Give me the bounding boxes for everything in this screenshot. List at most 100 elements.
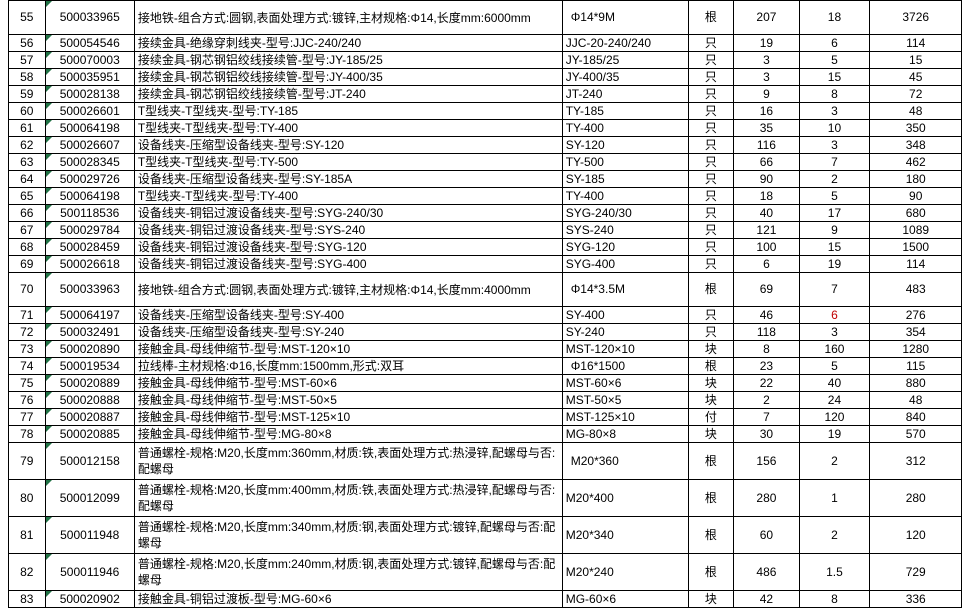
table-row[interactable]: 66 500118536 设备线夹-铜铝过渡设备线夹-型号:SYG-240/30 SY…: [8, 204, 962, 222]
cell-spec[interactable]: Φ14*9M: [561, 0, 689, 35]
cell-price[interactable]: 1.5: [798, 553, 871, 591]
cell-spec[interactable]: SY-400: [561, 306, 689, 324]
table-row[interactable]: 58 500035951 接续金具-钢芯钢铝绞线接续管-型号:JY-400/35 JY…: [8, 68, 962, 86]
cell-price[interactable]: 5: [798, 357, 871, 375]
cell-total[interactable]: 570: [869, 425, 962, 443]
cell-total[interactable]: 280: [869, 479, 962, 517]
cell-unit[interactable]: 块: [687, 590, 735, 608]
cell-quantity[interactable]: 40: [733, 204, 800, 222]
cell-quantity[interactable]: 46: [733, 306, 800, 324]
cell-index[interactable]: 69: [8, 255, 46, 273]
cell-description[interactable]: 拉线棒-主材规格:Φ16,长度mm:1500mm,形式:双耳: [133, 357, 563, 375]
cell-description[interactable]: 接地铁-组合方式:圆钢,表面处理方式:镀锌,主材规格:Φ14,长度mm:6000…: [133, 0, 563, 35]
cell-spec[interactable]: SYG-240/30: [561, 204, 689, 222]
cell-description[interactable]: 设备线夹-压缩型设备线夹-型号:SY-185A: [133, 170, 563, 188]
table-row[interactable]: 75 500020889 接触金具-母线伸缩节-型号:MST-60×6 MST-60×…: [8, 374, 962, 392]
cell-unit[interactable]: 只: [687, 51, 735, 69]
table-row[interactable]: 57 500070003 接续金具-钢芯钢铝绞线接续管-型号:JY-185/25 JY…: [8, 51, 962, 69]
cell-index[interactable]: 77: [8, 408, 46, 426]
cell-index[interactable]: 73: [8, 340, 46, 358]
cell-unit[interactable]: 只: [687, 34, 735, 52]
table-row[interactable]: 68 500028459 设备线夹-铜铝过渡设备线夹-型号:SYG-120 SYG-1…: [8, 238, 962, 256]
cell-code[interactable]: 500029726: [44, 170, 135, 188]
cell-total[interactable]: 114: [869, 34, 962, 52]
cell-index[interactable]: 70: [8, 272, 46, 307]
cell-description[interactable]: 设备线夹-压缩型设备线夹-型号:SY-240: [133, 323, 563, 341]
cell-index[interactable]: 74: [8, 357, 46, 375]
table-row[interactable]: 77 500020887 接触金具-母线伸缩节-型号:MST-125×10 MST-1…: [8, 408, 962, 426]
cell-index[interactable]: 78: [8, 425, 46, 443]
cell-quantity[interactable]: 42: [733, 590, 800, 608]
cell-price[interactable]: 18: [798, 0, 871, 35]
cell-unit[interactable]: 只: [687, 136, 735, 154]
cell-unit[interactable]: 只: [687, 102, 735, 120]
cell-spec[interactable]: MST-50×5: [561, 391, 689, 409]
cell-index[interactable]: 75: [8, 374, 46, 392]
cell-unit[interactable]: 根: [687, 0, 735, 35]
cell-price[interactable]: 2: [798, 170, 871, 188]
cell-total[interactable]: 72: [869, 85, 962, 103]
table-row[interactable]: 65 500064198 T型线夹-T型线夹-型号:TY-400 TY-400 只 18 5…: [8, 187, 962, 205]
cell-quantity[interactable]: 66: [733, 153, 800, 171]
cell-description[interactable]: 接续金具-绝缘穿刺线夹-型号:JJC-240/240: [133, 34, 563, 52]
cell-spec[interactable]: SY-240: [561, 323, 689, 341]
cell-index[interactable]: 58: [8, 68, 46, 86]
cell-code[interactable]: 500026607: [44, 136, 135, 154]
table-row[interactable]: 67 500029784 设备线夹-铜铝过渡设备线夹-型号:SYS-240 SYS-2…: [8, 221, 962, 239]
table-row[interactable]: 59 500028138 接续金具-钢芯钢铝绞线接续管-型号:JT-240 JT-24…: [8, 85, 962, 103]
cell-description[interactable]: 接触金具-母线伸缩节-型号:MST-50×5: [133, 391, 563, 409]
cell-quantity[interactable]: 121: [733, 221, 800, 239]
cell-description[interactable]: 接触金具-母线伸缩节-型号:MST-125×10: [133, 408, 563, 426]
cell-code[interactable]: 500070003: [44, 51, 135, 69]
cell-quantity[interactable]: 16: [733, 102, 800, 120]
cell-index[interactable]: 56: [8, 34, 46, 52]
cell-code[interactable]: 500026618: [44, 255, 135, 273]
cell-code[interactable]: 500028138: [44, 85, 135, 103]
cell-quantity[interactable]: 3: [733, 51, 800, 69]
cell-code[interactable]: 500012099: [44, 479, 135, 517]
cell-description[interactable]: 接触金具-母线伸缩节-型号:MST-60×6: [133, 374, 563, 392]
cell-description[interactable]: 设备线夹-压缩型设备线夹-型号:SY-120: [133, 136, 563, 154]
cell-price[interactable]: 3: [798, 323, 871, 341]
cell-index[interactable]: 55: [8, 0, 46, 35]
cell-total[interactable]: 729: [869, 553, 962, 591]
cell-total[interactable]: 48: [869, 102, 962, 120]
cell-code[interactable]: 500028459: [44, 238, 135, 256]
cell-price[interactable]: 3: [798, 136, 871, 154]
cell-description[interactable]: 接续金具-钢芯钢铝绞线接续管-型号:JT-240: [133, 85, 563, 103]
cell-total[interactable]: 350: [869, 119, 962, 137]
cell-unit[interactable]: 根: [687, 442, 735, 480]
cell-spec[interactable]: SYG-400: [561, 255, 689, 273]
cell-quantity[interactable]: 69: [733, 272, 800, 307]
cell-price[interactable]: 40: [798, 374, 871, 392]
cell-quantity[interactable]: 18: [733, 187, 800, 205]
cell-price[interactable]: 10: [798, 119, 871, 137]
cell-description[interactable]: 普通螺栓-规格:M20,长度mm:360mm,材质:铁,表面处理方式:热浸锌,配…: [133, 442, 563, 480]
cell-total[interactable]: 180: [869, 170, 962, 188]
cell-quantity[interactable]: 60: [733, 516, 800, 554]
cell-quantity[interactable]: 23: [733, 357, 800, 375]
cell-quantity[interactable]: 19: [733, 34, 800, 52]
cell-unit[interactable]: 根: [687, 553, 735, 591]
cell-code[interactable]: 500032491: [44, 323, 135, 341]
cell-unit[interactable]: 块: [687, 391, 735, 409]
cell-code[interactable]: 500026601: [44, 102, 135, 120]
cell-total[interactable]: 1089: [869, 221, 962, 239]
cell-unit[interactable]: 块: [687, 425, 735, 443]
cell-code[interactable]: 500033963: [44, 272, 135, 307]
cell-unit[interactable]: 付: [687, 408, 735, 426]
cell-unit[interactable]: 块: [687, 340, 735, 358]
cell-code[interactable]: 500064197: [44, 306, 135, 324]
cell-quantity[interactable]: 3: [733, 68, 800, 86]
cell-description[interactable]: 接续金具-钢芯钢铝绞线接续管-型号:JY-400/35: [133, 68, 563, 86]
cell-code[interactable]: 500020888: [44, 391, 135, 409]
cell-quantity[interactable]: 90: [733, 170, 800, 188]
cell-code[interactable]: 500019534: [44, 357, 135, 375]
cell-quantity[interactable]: 280: [733, 479, 800, 517]
cell-quantity[interactable]: 6: [733, 255, 800, 273]
cell-quantity[interactable]: 22: [733, 374, 800, 392]
cell-price[interactable]: 7: [798, 272, 871, 307]
cell-price[interactable]: 8: [798, 590, 871, 608]
cell-total[interactable]: 15: [869, 51, 962, 69]
cell-spec[interactable]: M20*360: [561, 442, 689, 480]
